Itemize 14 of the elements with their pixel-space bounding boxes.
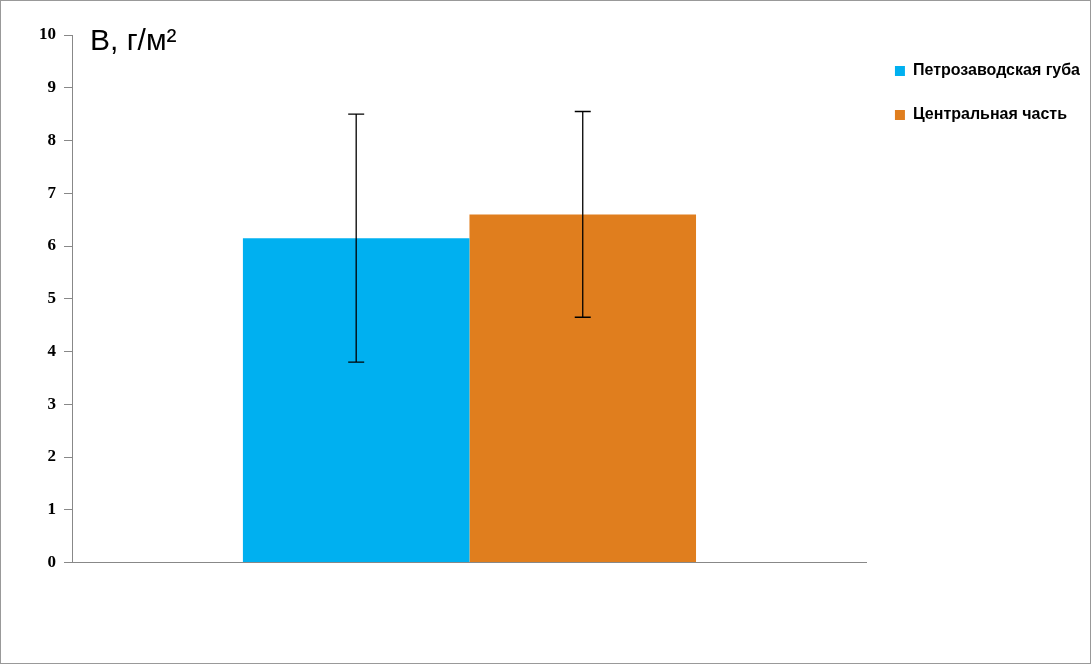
y-tick-label: 7 [47, 182, 57, 202]
y-tick-label: 2 [47, 446, 56, 466]
legend-label: Центральная часть [912, 105, 1068, 123]
legend-label: Петрозаводская губа [912, 61, 1081, 79]
y-tick-label: 4 [47, 340, 57, 360]
y-tick-label: 1 [47, 499, 56, 519]
y-tick-label: 9 [47, 77, 56, 97]
y-tick-label: 6 [47, 235, 56, 255]
y-tick-label: 0 [47, 551, 56, 571]
y-tick-label: 5 [47, 288, 56, 308]
y-tick-label: 3 [47, 393, 56, 413]
y-tick-label: 10 [39, 24, 56, 44]
y-tick-label: 8 [47, 129, 56, 149]
y-axis-title: B, г/м² [90, 23, 177, 57]
